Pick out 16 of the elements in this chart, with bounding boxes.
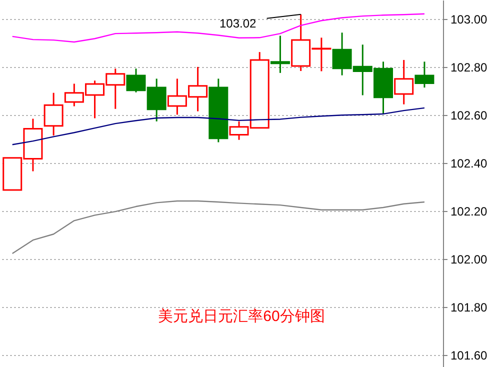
annotation: 103.02 — [219, 16, 257, 30]
line-series — [12, 107, 426, 146]
candlestick — [270, 34, 290, 74]
y-tick-label: 102.80 — [450, 60, 488, 75]
candlestick — [394, 59, 414, 106]
y-tick-label: 102.00 — [450, 252, 488, 267]
y-tick-label: 102.60 — [450, 108, 488, 123]
candlestick — [44, 92, 64, 136]
y-tick-label: 101.60 — [450, 348, 488, 363]
y-tick-label: 102.40 — [450, 156, 488, 171]
y-tick-label: 101.80 — [450, 300, 488, 315]
text: 美元兑日元汇率60分钟图 — [158, 308, 325, 325]
candlestick — [414, 60, 434, 88]
y-tick-label: 103.00 — [450, 12, 488, 27]
y-tick-label: 102.20 — [450, 204, 488, 219]
line-series — [12, 13, 426, 43]
